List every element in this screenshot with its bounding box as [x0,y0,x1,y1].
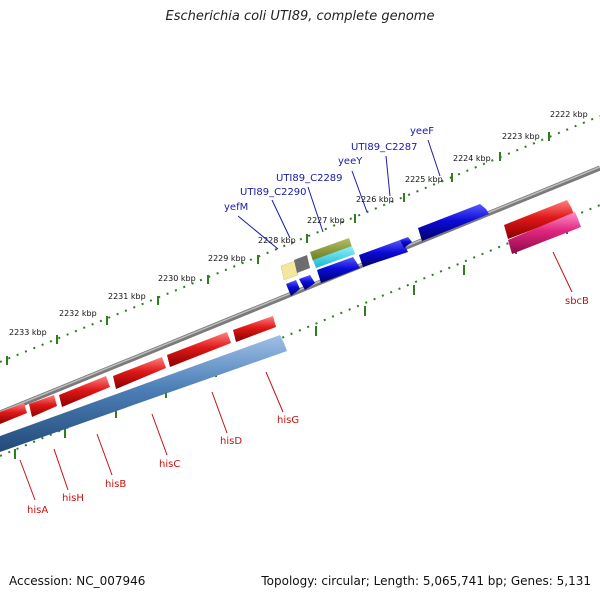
bottom-callouts [19,251,573,501]
bottom-gene-labels: sbcB hisG hisD hisC hisB hisH hisA [27,296,589,516]
tick-label: 2223 kbp [502,132,540,141]
gene-label-yeeF: yeeF [410,126,434,137]
gene-label-hisG: hisG [277,415,299,426]
tick-label: 2228 kbp [258,236,296,245]
tick-label: 2224 kbp [453,154,491,163]
cds-track [0,212,581,452]
tick-label: 2226 kbp [356,195,394,204]
tick-label: 2229 kbp [208,254,246,263]
gene-label-yefM: yefM [224,202,248,213]
upper-major-ticks [6,132,550,365]
top-callouts [237,139,441,250]
small-features [280,238,355,296]
tick-label: 2232 kbp [59,309,97,318]
tick-label: 2231 kbp [108,292,146,301]
upper-tick-track [0,115,600,363]
tick-label: 2233 kbp [9,328,47,337]
reverse-genes [0,200,574,424]
gene-label-hisB: hisB [105,479,126,490]
genome-backbone [0,165,600,416]
tick-label: 2227 kbp [307,216,345,225]
gene-label-UTI89_C2290: UTI89_C2290 [240,187,307,198]
tick-label: 2230 kbp [158,274,196,283]
gene-label-yeeY: yeeY [338,156,363,167]
gene-label-UTI89_C2287: UTI89_C2287 [351,142,418,153]
tick-label: 2225 kbp [405,175,443,184]
accession-text: Accession: NC_007946 [9,574,146,588]
tick-label: 2222 kbp [550,110,588,119]
map-title: Escherichia coli UTI89, complete genome [165,9,435,24]
gene-label-hisC: hisC [159,459,180,470]
forward-genes [317,204,489,283]
genome-summary-text: Topology: circular; Length: 5,065,741 bp… [261,574,591,588]
gene-label-hisD: hisD [220,436,242,447]
top-gene-labels: yeeF UTI89_C2287 yeeY UTI89_C2289 UTI89_… [224,126,434,213]
gene-label-UTI89_C2289: UTI89_C2289 [276,173,343,184]
tick-labels: 2222 kbp 2223 kbp 2224 kbp 2225 kbp 2226… [9,110,588,337]
gene-label-hisH: hisH [62,493,84,504]
gene-label-sbcB: sbcB [565,296,589,307]
gene-label-hisA: hisA [27,505,48,516]
